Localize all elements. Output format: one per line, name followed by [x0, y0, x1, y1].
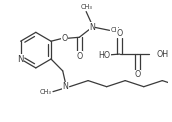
Text: N: N	[89, 23, 95, 32]
Text: HO: HO	[98, 51, 110, 60]
Text: O: O	[62, 34, 68, 43]
Text: CH₃: CH₃	[110, 27, 122, 33]
Text: O: O	[117, 29, 123, 38]
Text: O: O	[76, 52, 82, 61]
Text: CH₃: CH₃	[39, 89, 51, 95]
Text: CH₃: CH₃	[80, 4, 92, 10]
Text: N: N	[63, 82, 69, 91]
Text: N: N	[17, 55, 24, 64]
Text: OH: OH	[157, 50, 169, 59]
Text: O: O	[134, 70, 140, 79]
